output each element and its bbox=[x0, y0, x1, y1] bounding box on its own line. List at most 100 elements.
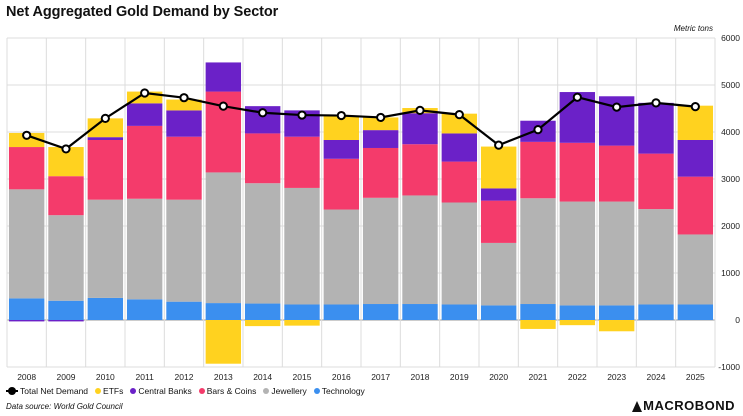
y-tick-label: 5000 bbox=[721, 80, 740, 90]
bar-etfs-2020 bbox=[480, 146, 517, 189]
legend: Total Net Demand ETFs Central Banks Bars & … bbox=[6, 386, 365, 396]
bar-etfs-2023 bbox=[598, 320, 635, 332]
bar-bars-coins-2015 bbox=[284, 136, 320, 188]
x-tick-label-2008: 2008 bbox=[17, 372, 36, 382]
bar-central-banks-2012 bbox=[166, 110, 202, 137]
chart-title: Net Aggregated Gold Demand by Sector bbox=[6, 4, 279, 20]
legend-item-bars-coins: Bars & Coins bbox=[198, 386, 256, 396]
bar-jewellery-2023 bbox=[598, 201, 635, 306]
total-net-demand-point-2009 bbox=[61, 144, 71, 154]
total-net-demand-point-2019 bbox=[454, 110, 464, 120]
x-tick-label-2025: 2025 bbox=[686, 372, 705, 382]
legend-swatch-etfs bbox=[95, 388, 102, 394]
bar-bars-coins-2020 bbox=[480, 200, 517, 243]
bar-technology-2023 bbox=[598, 305, 635, 320]
total-net-demand-point-2021 bbox=[533, 125, 543, 135]
bar-etfs-2019 bbox=[441, 113, 478, 134]
x-tick-label-2010: 2010 bbox=[96, 372, 115, 382]
bar-central-banks-2018 bbox=[402, 113, 438, 145]
x-tick-label-2019: 2019 bbox=[450, 372, 469, 382]
y-tick-label: 2000 bbox=[721, 221, 740, 231]
y-tick-label: 3000 bbox=[721, 174, 740, 184]
x-tick-label-2011: 2011 bbox=[136, 372, 155, 382]
y-tick-label: 4000 bbox=[721, 127, 740, 137]
bar-technology-2009 bbox=[48, 300, 84, 320]
bar-jewellery-2018 bbox=[402, 195, 438, 305]
bar-bars-coins-2014 bbox=[244, 133, 281, 184]
bar-etfs-2021 bbox=[520, 320, 556, 329]
legend-item-central-banks: Central Banks bbox=[130, 386, 192, 396]
x-tick-label-2021: 2021 bbox=[529, 372, 548, 382]
total-net-demand-point-2012 bbox=[179, 93, 189, 103]
total-net-demand-point-2020 bbox=[494, 140, 504, 150]
bar-bars-coins-2022 bbox=[559, 142, 596, 202]
bar-central-banks-2008 bbox=[8, 320, 45, 322]
bar-central-banks-2011 bbox=[126, 103, 163, 126]
bar-bars-coins-2023 bbox=[598, 145, 635, 202]
bar-bars-coins-2008 bbox=[8, 147, 45, 190]
total-net-demand-line bbox=[26, 91, 696, 151]
legend-label-jewellery: Jewellery bbox=[271, 386, 307, 396]
bar-technology-2016 bbox=[323, 304, 360, 320]
x-tick-label-2015: 2015 bbox=[293, 372, 312, 382]
bar-jewellery-2020 bbox=[480, 242, 517, 306]
total-net-demand-point-2025 bbox=[690, 102, 700, 112]
total-net-demand-point-2018 bbox=[415, 105, 425, 115]
bar-etfs-2013 bbox=[205, 320, 242, 364]
total-net-demand-point-2010 bbox=[100, 113, 110, 123]
bar-jewellery-2024 bbox=[638, 209, 674, 305]
bar-bars-coins-2024 bbox=[638, 153, 674, 210]
bar-bars-coins-2012 bbox=[166, 136, 202, 200]
total-line bbox=[22, 88, 700, 154]
bar-jewellery-2017 bbox=[362, 197, 399, 305]
bar-technology-2010 bbox=[87, 297, 124, 320]
bar-bars-coins-2011 bbox=[126, 125, 163, 199]
bar-jewellery-2014 bbox=[244, 183, 281, 304]
bar-technology-2025 bbox=[677, 304, 714, 320]
bar-jewellery-2025 bbox=[677, 234, 714, 305]
bar-central-banks-2010 bbox=[87, 137, 124, 140]
bar-etfs-2010 bbox=[87, 118, 124, 138]
total-net-demand-point-2023 bbox=[612, 102, 622, 112]
bar-etfs-2014 bbox=[244, 320, 281, 327]
bar-jewellery-2022 bbox=[559, 201, 596, 306]
bar-jewellery-2016 bbox=[323, 209, 360, 305]
bar-technology-2008 bbox=[8, 298, 45, 320]
gridlines bbox=[6, 37, 716, 368]
x-tick-label-2024: 2024 bbox=[647, 372, 666, 382]
bar-central-banks-2025 bbox=[677, 139, 714, 177]
legend-item-technology: Technology bbox=[313, 386, 365, 396]
bar-central-banks-2013 bbox=[205, 62, 242, 92]
legend-label-technology: Technology bbox=[321, 386, 365, 396]
total-net-demand-point-2024 bbox=[651, 98, 661, 108]
total-net-demand-point-2017 bbox=[376, 112, 386, 123]
bar-technology-2019 bbox=[441, 304, 478, 320]
logo-triangle-icon bbox=[632, 400, 643, 412]
bar-etfs-2025 bbox=[677, 105, 714, 140]
x-tick-label-2012: 2012 bbox=[175, 372, 194, 382]
bar-technology-2022 bbox=[559, 305, 596, 320]
x-tick-label-2020: 2020 bbox=[489, 372, 508, 382]
y-tick-label: 0 bbox=[735, 315, 740, 325]
y-tick-label: 1000 bbox=[721, 268, 740, 278]
bar-etfs-2008 bbox=[8, 132, 45, 148]
bar-etfs-2017 bbox=[362, 117, 399, 131]
bar-bars-coins-2009 bbox=[48, 176, 84, 216]
x-tick-label-2023: 2023 bbox=[607, 372, 626, 382]
bar-technology-2014 bbox=[244, 303, 281, 320]
total-net-demand-point-2014 bbox=[258, 108, 268, 118]
total-net-demand-point-2008 bbox=[22, 130, 32, 140]
bar-central-banks-2019 bbox=[441, 133, 478, 162]
bar-central-banks-2009 bbox=[48, 320, 84, 322]
bar-bars-coins-2025 bbox=[677, 176, 714, 235]
bar-technology-2015 bbox=[284, 304, 320, 320]
legend-swatch-jewellery bbox=[263, 388, 270, 394]
x-tick-label-2018: 2018 bbox=[411, 372, 430, 382]
y-tick-label: 6000 bbox=[721, 33, 740, 43]
legend-label-central-banks: Central Banks bbox=[138, 386, 192, 396]
bar-technology-2012 bbox=[166, 301, 202, 320]
stacked-bars bbox=[8, 62, 714, 364]
x-tick-label-2013: 2013 bbox=[214, 372, 233, 382]
legend-label-etfs: ETFs bbox=[103, 386, 124, 396]
bar-jewellery-2015 bbox=[284, 187, 320, 305]
